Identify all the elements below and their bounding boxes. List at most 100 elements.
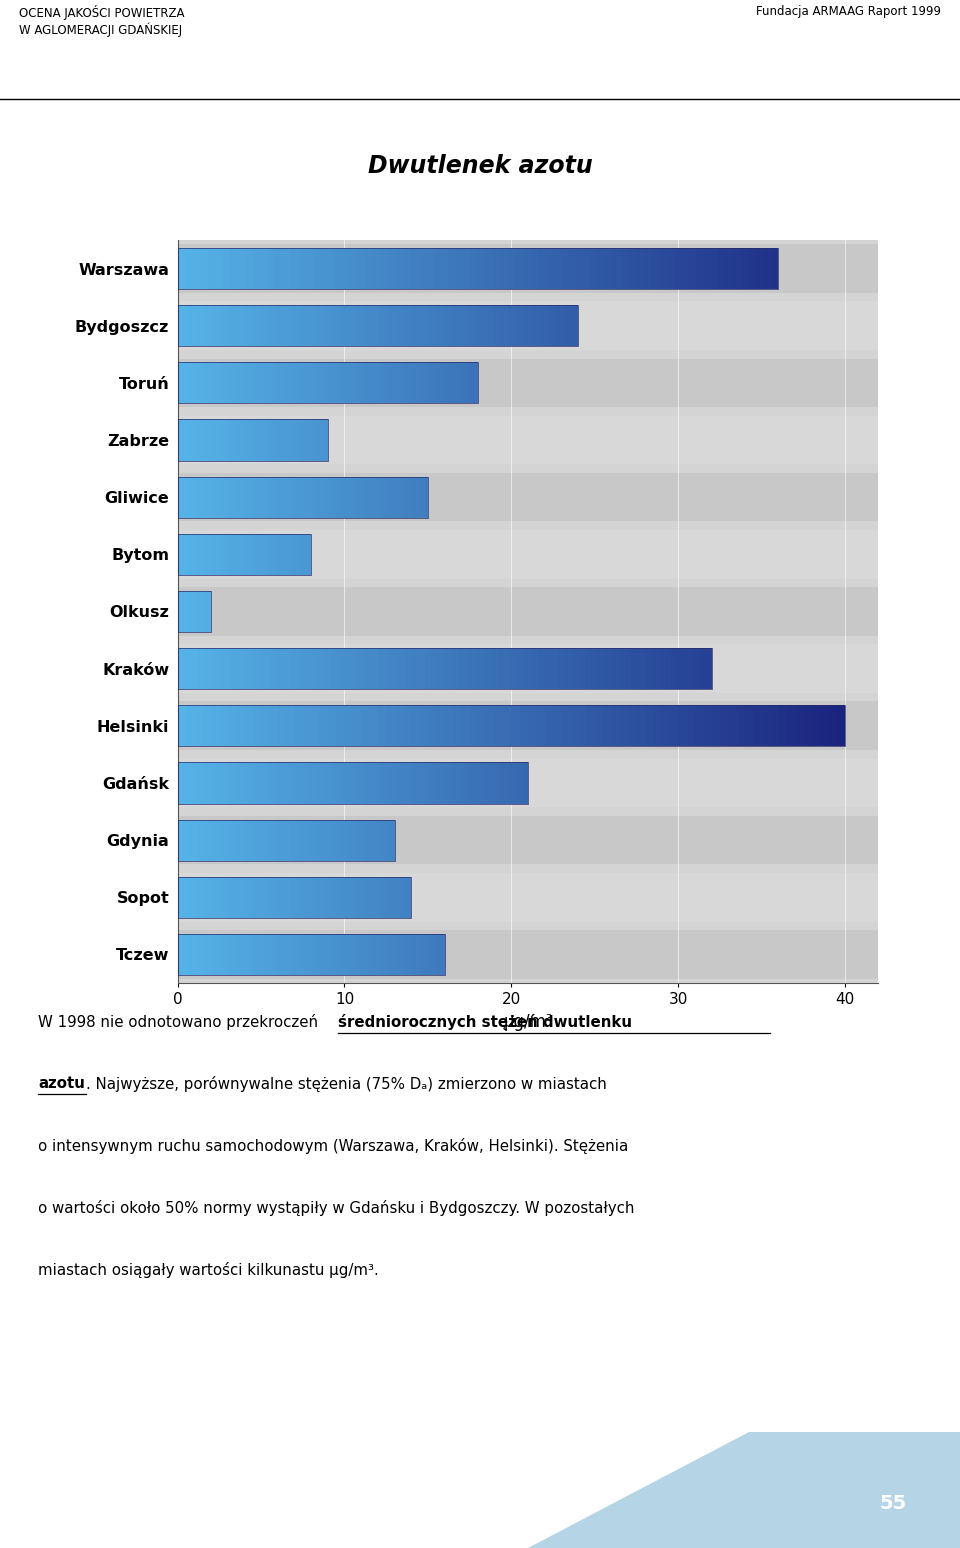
Bar — [419, 477, 421, 517]
Bar — [384, 819, 386, 861]
Bar — [463, 305, 468, 347]
Bar — [361, 706, 370, 746]
Bar — [265, 477, 269, 517]
Bar — [178, 759, 878, 807]
Bar — [748, 248, 756, 289]
Bar — [317, 420, 319, 461]
Bar — [421, 477, 424, 517]
Bar — [358, 362, 362, 404]
Bar — [372, 248, 380, 289]
Bar — [261, 706, 270, 746]
Bar — [212, 762, 217, 803]
Bar — [606, 248, 613, 289]
Bar — [315, 933, 318, 975]
Bar — [204, 362, 207, 404]
Bar — [372, 649, 378, 689]
Bar — [379, 762, 383, 803]
Bar — [620, 248, 628, 289]
Bar — [404, 649, 411, 689]
Bar — [356, 819, 359, 861]
Bar — [271, 534, 273, 574]
Bar — [351, 933, 354, 975]
Bar — [186, 534, 187, 574]
Bar — [178, 933, 180, 975]
Bar — [178, 930, 878, 978]
Bar — [553, 706, 562, 746]
Bar — [219, 876, 222, 918]
Bar — [331, 762, 335, 803]
Bar — [257, 649, 264, 689]
Bar — [232, 420, 234, 461]
Bar — [264, 534, 266, 574]
Bar — [455, 362, 459, 404]
Bar — [378, 819, 381, 861]
Bar — [311, 933, 315, 975]
Bar — [284, 477, 287, 517]
Bar — [304, 762, 309, 803]
Bar — [334, 477, 337, 517]
Bar — [229, 819, 231, 861]
Bar — [354, 362, 358, 404]
Bar — [228, 876, 230, 918]
Bar — [405, 762, 410, 803]
Bar — [200, 819, 202, 861]
Bar — [214, 534, 216, 574]
Bar — [519, 762, 523, 803]
Bar — [182, 534, 184, 574]
Bar — [245, 706, 252, 746]
Bar — [213, 819, 216, 861]
Bar — [201, 876, 204, 918]
Bar — [270, 819, 273, 861]
Bar — [291, 534, 293, 574]
Bar — [318, 305, 323, 347]
Bar — [591, 649, 598, 689]
Bar — [252, 305, 257, 347]
Bar — [308, 933, 311, 975]
Bar — [347, 362, 350, 404]
Bar — [194, 706, 203, 746]
Bar — [726, 248, 733, 289]
Bar — [198, 305, 203, 347]
Bar — [228, 534, 229, 574]
Bar — [366, 477, 369, 517]
Bar — [178, 362, 478, 404]
Bar — [251, 876, 253, 918]
Bar — [695, 706, 703, 746]
Bar — [362, 477, 366, 517]
Bar — [422, 762, 427, 803]
Bar — [407, 362, 410, 404]
Bar — [365, 933, 368, 975]
Bar — [681, 248, 688, 289]
Bar — [372, 362, 376, 404]
Bar — [485, 649, 492, 689]
Bar — [212, 534, 214, 574]
Bar — [403, 305, 408, 347]
Bar — [290, 477, 294, 517]
Bar — [533, 305, 538, 347]
Bar — [378, 477, 381, 517]
Bar — [548, 305, 553, 347]
Bar — [553, 305, 558, 347]
Bar — [227, 420, 228, 461]
Bar — [322, 477, 324, 517]
Bar — [338, 819, 340, 861]
Bar — [259, 876, 262, 918]
Bar — [245, 534, 246, 574]
Bar — [289, 534, 291, 574]
Bar — [252, 534, 254, 574]
Bar — [388, 876, 391, 918]
Bar — [261, 534, 263, 574]
Bar — [313, 305, 318, 347]
Bar — [187, 477, 190, 517]
Bar — [240, 819, 243, 861]
Bar — [304, 534, 306, 574]
Bar — [399, 477, 403, 517]
Bar — [374, 477, 378, 517]
Bar — [215, 420, 217, 461]
Bar — [531, 649, 538, 689]
Bar — [189, 876, 192, 918]
Bar — [381, 933, 385, 975]
Bar — [362, 876, 365, 918]
Bar — [238, 933, 241, 975]
Bar — [308, 305, 313, 347]
